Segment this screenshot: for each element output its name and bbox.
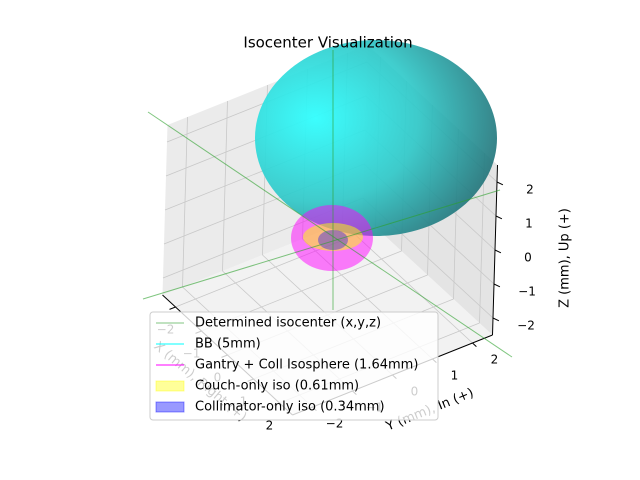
chart-title: Isocenter Visualization [243,34,412,52]
legend-label: Couch-only iso (0.61mm) [195,379,359,394]
legend-swatch [155,401,185,413]
tick-mark [472,342,477,347]
legend-box [149,311,439,421]
z-tick-label: −1 [518,285,536,299]
y-tick-label: 2 [491,353,499,367]
bb-sphere [255,40,497,236]
z-axis-label: Z (mm), Up (+) [558,208,573,308]
legend-label: BB (5mm) [195,337,261,352]
x-tick-label: 2 [266,419,274,433]
legend-swatch [155,380,185,392]
tick-mark [496,181,504,186]
tick-mark [494,249,502,254]
legend-label: Gantry + Coll Isosphere (1.64mm) [195,358,418,373]
z-tick-label: 0 [524,251,532,265]
iso-line [147,111,513,358]
legend-label: Collimator-only iso (0.34mm) [195,400,385,415]
tick-mark [492,317,500,322]
tick-mark [493,283,501,288]
tick-mark [495,215,503,220]
z-tick-label: −2 [517,319,535,333]
y-tick-label: 1 [451,369,459,383]
iso-line [142,189,501,300]
z-tick-label: 1 [525,217,533,231]
tick-mark [169,306,176,310]
z-axis [492,164,498,336]
z-tick-label: 2 [526,183,534,197]
foreground: Determined isocenter (x,y,z) BB (5mm) Gant… [149,311,439,421]
legend-label: Determined isocenter (x,y,z) [195,316,381,331]
